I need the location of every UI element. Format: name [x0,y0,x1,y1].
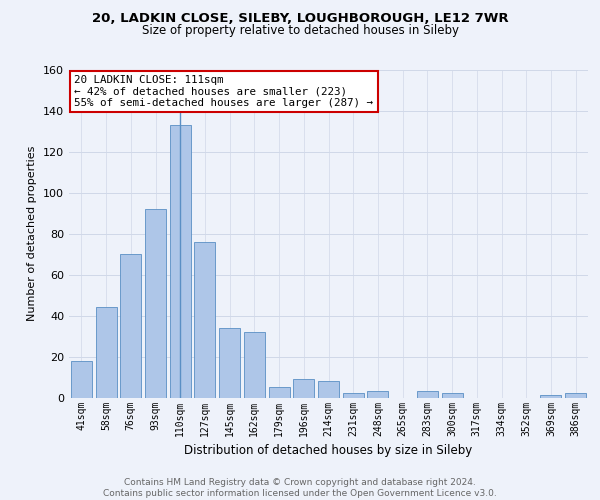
Bar [367,392,388,398]
Bar [442,394,463,398]
Bar [417,392,438,398]
Bar [120,254,141,398]
Text: Contains HM Land Registry data © Crown copyright and database right 2024.
Contai: Contains HM Land Registry data © Crown c… [103,478,497,498]
Bar [343,394,364,398]
Text: 20 LADKIN CLOSE: 111sqm
← 42% of detached houses are smaller (223)
55% of semi-d: 20 LADKIN CLOSE: 111sqm ← 42% of detache… [74,75,373,108]
Bar [244,332,265,398]
Bar [71,360,92,398]
Bar [194,242,215,398]
Bar [219,328,240,398]
Bar [170,126,191,398]
Text: 20, LADKIN CLOSE, SILEBY, LOUGHBOROUGH, LE12 7WR: 20, LADKIN CLOSE, SILEBY, LOUGHBOROUGH, … [92,12,508,26]
Bar [318,381,339,398]
Bar [145,209,166,398]
Bar [293,379,314,398]
Bar [565,394,586,398]
Bar [269,388,290,398]
X-axis label: Distribution of detached houses by size in Sileby: Distribution of detached houses by size … [184,444,473,457]
Bar [95,308,116,398]
Bar [541,396,562,398]
Y-axis label: Number of detached properties: Number of detached properties [28,146,37,322]
Text: Size of property relative to detached houses in Sileby: Size of property relative to detached ho… [142,24,458,37]
